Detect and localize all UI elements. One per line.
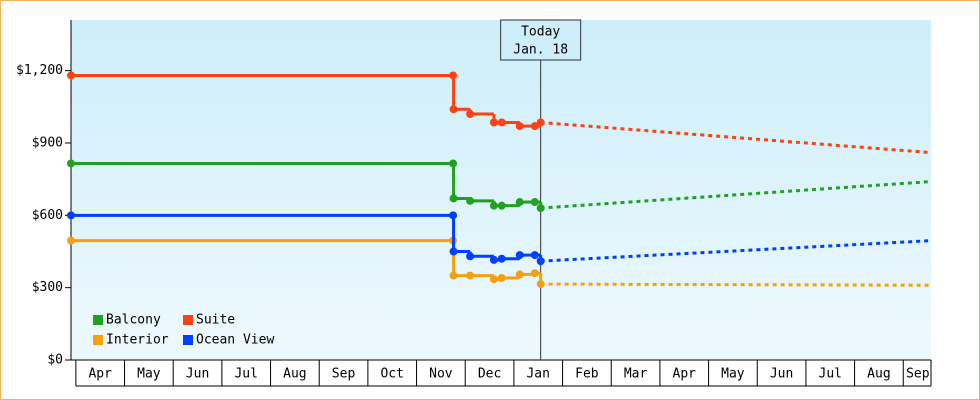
point (515, 270, 524, 279)
forecast-line (540, 120, 932, 155)
point (515, 198, 524, 207)
x-tick-label: Aug (283, 367, 306, 382)
x-tick-label: Nov (429, 367, 453, 382)
y-tick-label: $300 (32, 280, 63, 295)
x-tick-label: Sep (906, 367, 930, 382)
point (449, 211, 458, 220)
point (497, 118, 506, 127)
point (536, 204, 545, 213)
point (536, 118, 545, 127)
point (67, 236, 75, 245)
point (449, 105, 458, 114)
point (536, 280, 545, 289)
point (530, 251, 539, 260)
legend-label: Suite (196, 313, 235, 328)
point (530, 269, 539, 278)
legend-swatch (183, 335, 193, 345)
legend-label: Balcony (106, 313, 161, 328)
point (497, 274, 506, 283)
point (536, 257, 545, 266)
point (67, 71, 75, 80)
forecast-line (540, 180, 932, 210)
x-tick-label: Jul (234, 367, 257, 382)
legend-swatch (93, 315, 103, 325)
today-box (500, 19, 582, 61)
legend-swatch (93, 335, 103, 345)
point (466, 271, 475, 280)
x-tick-label: Jun (770, 367, 793, 382)
x-tick-label: Jul (819, 367, 842, 382)
point (489, 201, 498, 210)
forecast-line (540, 282, 932, 287)
point (497, 201, 506, 210)
y-tick-label: $900 (32, 135, 63, 150)
x-tick-label: Jan (526, 367, 549, 382)
point (466, 196, 475, 205)
point (489, 118, 498, 127)
point (449, 247, 458, 256)
point (530, 198, 539, 207)
x-tick-label: Dec (478, 367, 501, 382)
x-tick-label: Aug (867, 367, 890, 382)
x-tick-label: Apr (673, 367, 697, 382)
point (530, 122, 539, 131)
legend-label: Interior (106, 333, 169, 348)
point (67, 159, 75, 168)
plot-area (71, 20, 931, 360)
x-tick-label: May (137, 367, 161, 382)
legend-label: Ocean View (196, 333, 274, 348)
x-tick-label: Jun (186, 367, 209, 382)
today-label: Today (521, 25, 560, 40)
point (489, 255, 498, 264)
y-tick-label: $1,200 (16, 63, 63, 78)
point (466, 110, 475, 119)
x-tick-label: Sep (332, 367, 356, 382)
point (497, 254, 506, 263)
today-date: Jan. 18 (513, 43, 568, 58)
point (67, 211, 75, 220)
y-tick-label: $0 (47, 353, 63, 368)
x-tick-label: Mar (624, 367, 648, 382)
x-tick-label: Oct (380, 367, 403, 382)
x-tick-label: Apr (88, 367, 112, 382)
point (515, 251, 524, 260)
point (449, 271, 458, 280)
point (449, 159, 458, 168)
legend-swatch (183, 315, 193, 325)
x-tick-label: May (721, 367, 745, 382)
forecast-line (540, 239, 932, 263)
point (449, 71, 458, 80)
point (466, 252, 475, 261)
point (449, 194, 458, 203)
point (515, 122, 524, 131)
x-tick-label: Feb (575, 367, 599, 382)
point (489, 275, 498, 284)
y-tick-label: $600 (32, 208, 63, 223)
